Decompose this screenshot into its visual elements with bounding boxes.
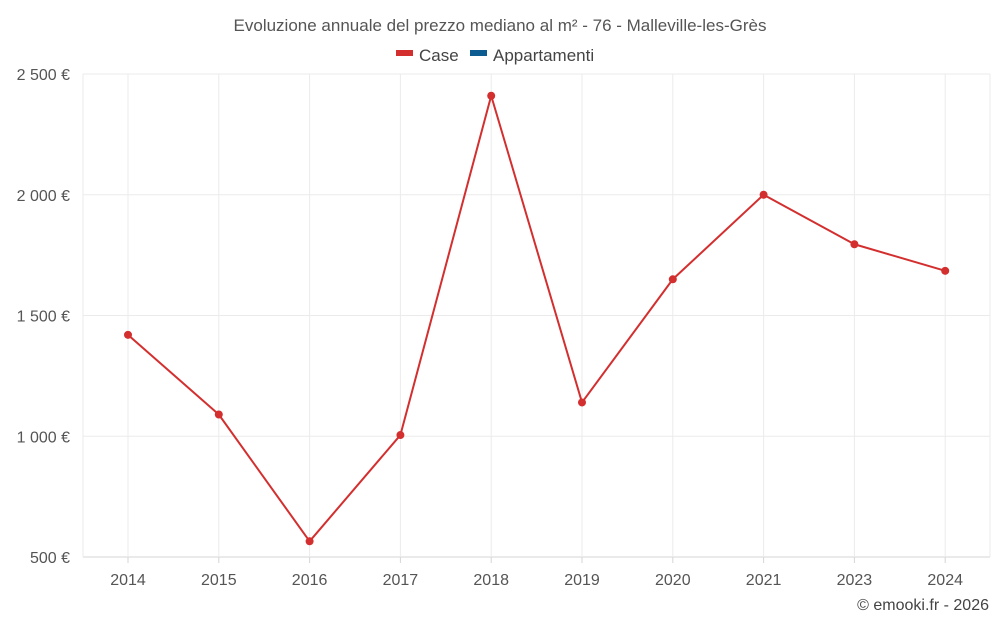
x-tick-label: 2019: [564, 572, 600, 589]
legend-label: Appartamenti: [493, 46, 594, 65]
credit-text: © emooki.fr - 2026: [857, 597, 989, 614]
legend-swatch: [470, 50, 487, 56]
x-tick-label: 2014: [110, 572, 146, 589]
data-point[interactable]: [941, 266, 950, 275]
x-tick-label: 2015: [201, 572, 237, 589]
y-tick-label: 500 €: [30, 550, 70, 567]
y-tick-label: 1 000 €: [17, 429, 70, 446]
data-point[interactable]: [668, 275, 677, 284]
x-tick-label: 2023: [837, 572, 873, 589]
data-point[interactable]: [396, 431, 405, 440]
legend[interactable]: Case Appartamenti: [396, 46, 594, 65]
x-axis: 2014 2015 2016 2017 2018 2019 2020 2021 2023 2024: [110, 557, 963, 589]
data-point[interactable]: [124, 330, 132, 339]
legend-label: Case: [419, 46, 459, 65]
y-tick-label: 2 500 €: [17, 67, 70, 84]
x-tick-label: 2021: [746, 572, 782, 589]
data-point[interactable]: [850, 240, 859, 249]
series-layer: [124, 91, 950, 546]
legend-swatch: [396, 50, 413, 56]
legend-item-case[interactable]: Case: [396, 46, 459, 65]
y-tick-label: 1 500 €: [17, 309, 70, 326]
y-axis: 500 € 1 000 € 1 500 € 2 000 € 2 500 €: [17, 67, 70, 567]
data-point[interactable]: [487, 91, 496, 100]
data-point[interactable]: [578, 398, 586, 407]
x-tick-label: 2018: [473, 572, 509, 589]
chart-title: Evoluzione annuale del prezzo mediano al…: [234, 16, 767, 35]
series-line-case: [127, 94, 946, 543]
legend-item-appartamenti[interactable]: Appartamenti: [470, 46, 594, 65]
data-point[interactable]: [305, 537, 314, 546]
x-tick-label: 2017: [383, 572, 419, 589]
x-tick-label: 2024: [927, 572, 963, 589]
grid: [82, 73, 991, 558]
x-tick-label: 2020: [655, 572, 691, 589]
data-point[interactable]: [214, 410, 223, 419]
data-point[interactable]: [759, 190, 768, 199]
x-tick-label: 2016: [292, 572, 328, 589]
y-tick-label: 2 000 €: [17, 188, 70, 205]
